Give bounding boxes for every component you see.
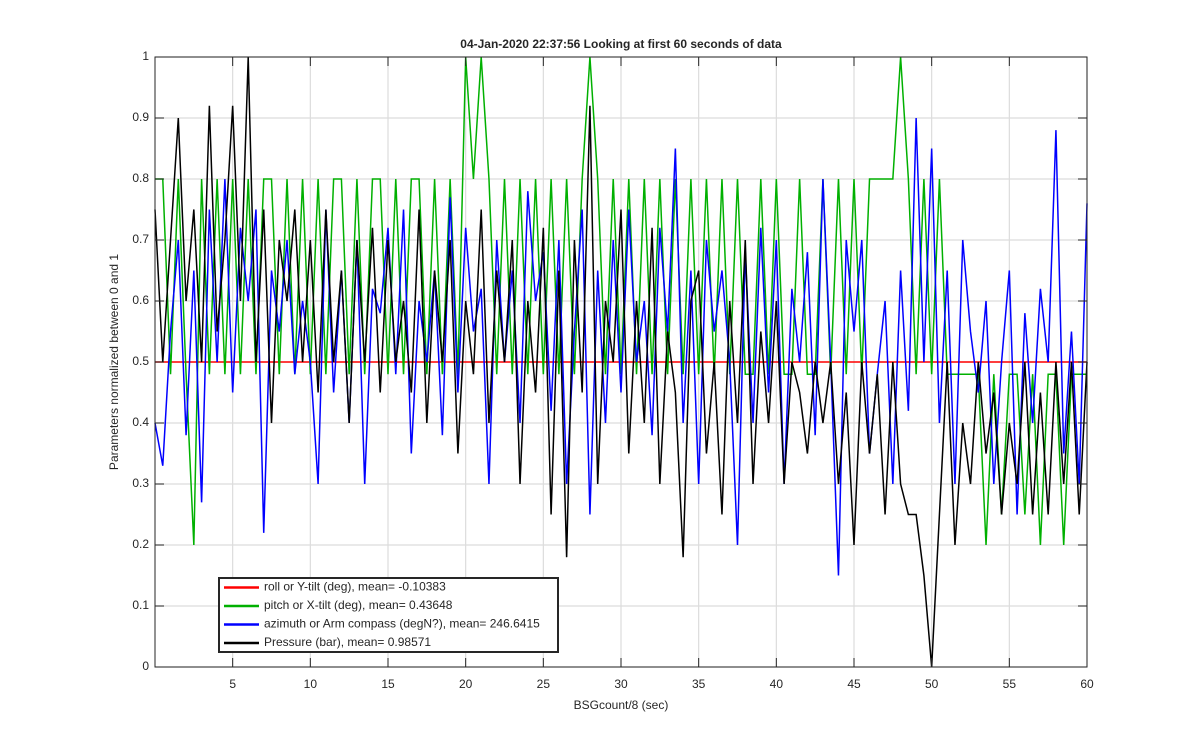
y-tick-label: 0.8 — [132, 171, 149, 185]
legend-label: Pressure (bar), mean= 0.98571 — [264, 635, 431, 649]
x-tick-label: 60 — [1080, 677, 1094, 691]
x-tick-label: 50 — [925, 677, 939, 691]
axes: 5 10 15 20 25 30 35 40 45 50 55 60 0 0.1 0.2 0.3 0.4 0.5 0… — [132, 49, 1094, 691]
legend-box — [218, 577, 559, 653]
y-tick-label: 0 — [142, 659, 149, 673]
series-line — [154, 117, 1088, 576]
x-tick-label: 55 — [1003, 677, 1017, 691]
y-tick-label: 0.7 — [132, 232, 149, 246]
x-tick-label: 15 — [381, 677, 395, 691]
y-tick-label: 0.3 — [132, 476, 149, 490]
legend-label: azimuth or Arm compass (degN?), mean= 24… — [264, 617, 540, 631]
x-tick-label: 20 — [459, 677, 473, 691]
x-tick-label: 40 — [770, 677, 784, 691]
legend: roll or Y-tilt (deg), mean= -0.10383 pitc… — [218, 577, 559, 653]
legend-label: roll or Y-tilt (deg), mean= -0.10383 — [264, 580, 446, 594]
x-axis-label: BSGcount/8 (sec) — [574, 698, 669, 712]
plot-frame — [154, 56, 1088, 668]
chart-title: 04-Jan-2020 22:37:56 Looking at first 60… — [460, 37, 782, 51]
x-tick-label: 30 — [614, 677, 628, 691]
legend-label: pitch or X-tilt (deg), mean= 0.43648 — [264, 598, 453, 612]
y-tick-label: 1 — [142, 49, 149, 63]
y-tick-label: 0.6 — [132, 293, 149, 307]
y-tick-label: 0.4 — [132, 415, 149, 429]
y-axis-label: Parameters normalized between 0 and 1 — [107, 254, 121, 470]
y-tick-label: 0.9 — [132, 110, 149, 124]
x-tick-label: 25 — [537, 677, 551, 691]
x-tick-label: 45 — [847, 677, 861, 691]
y-tick-label: 0.5 — [132, 354, 149, 368]
x-tick-label: 35 — [692, 677, 706, 691]
series-line — [155, 56, 1087, 546]
x-tick-label: 5 — [229, 677, 236, 691]
y-tick-label: 0.1 — [132, 598, 149, 612]
y-tick-label: 0.2 — [132, 537, 149, 551]
x-tick-label: 10 — [304, 677, 318, 691]
